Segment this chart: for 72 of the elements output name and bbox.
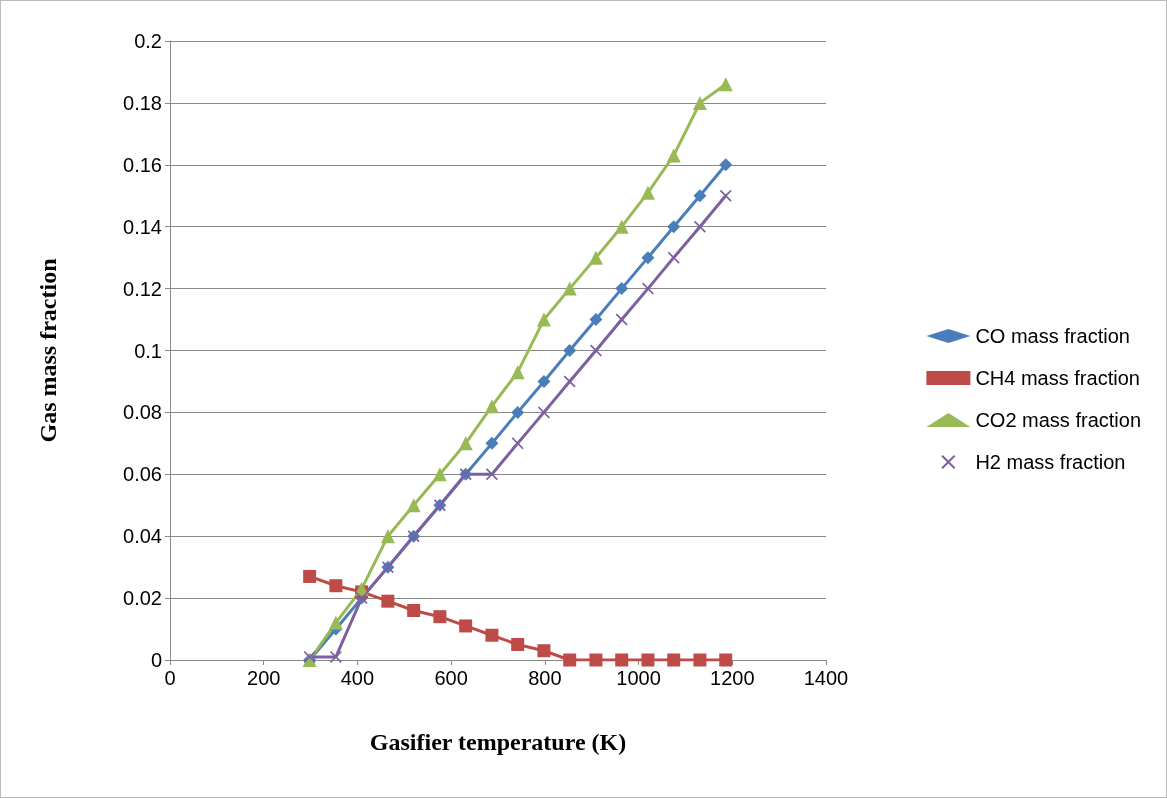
x-tick-label: 600 <box>434 667 468 689</box>
y-tick-label: 0.14 <box>123 215 162 238</box>
y-tick-label: 0.12 <box>123 277 162 300</box>
x-tick-label: 200 <box>247 667 281 689</box>
x-tick-label: 1000 <box>616 667 661 689</box>
legend-label: CO mass fraction <box>975 325 1130 347</box>
point <box>641 653 655 667</box>
point <box>719 653 733 667</box>
legend-label: H2 mass fraction <box>975 451 1126 473</box>
y-tick-label: 0.08 <box>123 401 162 424</box>
point <box>432 467 447 482</box>
y-axis-title: Gas mass fraction <box>35 258 61 443</box>
point <box>563 375 576 388</box>
point <box>485 628 499 642</box>
point <box>589 313 603 327</box>
y-tick-label: 0.02 <box>123 587 162 610</box>
y-tick-label: 0.06 <box>123 463 162 486</box>
legend-label: CH4 mass fraction <box>975 367 1140 389</box>
point <box>537 644 551 658</box>
y-tick-label: 0.04 <box>123 525 162 548</box>
point <box>641 251 655 265</box>
point <box>562 281 577 296</box>
y-tick-label: 0.2 <box>134 30 162 52</box>
y-tick-label: 0.1 <box>134 339 162 362</box>
point <box>459 619 473 633</box>
point <box>667 251 680 264</box>
point <box>667 220 681 234</box>
point <box>511 405 525 419</box>
x-axis-title: Gasifier temperature (K) <box>369 729 627 755</box>
point <box>380 529 395 544</box>
point <box>329 579 343 593</box>
point <box>485 436 499 450</box>
x-tick-label: 1200 <box>710 667 755 689</box>
x-tick-label: 0 <box>164 667 176 689</box>
point <box>615 653 629 667</box>
point <box>511 437 524 450</box>
point <box>615 313 628 326</box>
y-tick-label: 0.16 <box>123 153 162 176</box>
point <box>458 436 473 451</box>
point <box>407 603 421 617</box>
point <box>719 158 733 172</box>
point <box>588 250 603 265</box>
point <box>693 653 707 667</box>
point <box>718 77 733 92</box>
point <box>381 594 395 608</box>
point <box>406 498 421 513</box>
point <box>484 399 499 414</box>
point <box>537 374 551 388</box>
point <box>511 638 525 652</box>
point <box>303 569 317 583</box>
point <box>589 653 603 667</box>
x-tick-label: 800 <box>528 667 562 689</box>
point <box>563 653 577 667</box>
y-tick-label: 0 <box>150 649 162 671</box>
point <box>719 189 732 202</box>
point <box>615 282 629 296</box>
point <box>328 615 343 630</box>
point <box>692 95 707 110</box>
y-tick-label: 0.18 <box>123 91 162 114</box>
legend-label: CO2 mass fraction <box>975 409 1141 431</box>
point <box>510 365 525 380</box>
point <box>693 189 707 203</box>
point <box>666 148 681 163</box>
point <box>640 185 655 200</box>
point <box>667 653 681 667</box>
point <box>614 219 629 234</box>
point <box>536 312 551 327</box>
point <box>433 610 447 624</box>
point <box>329 650 342 663</box>
point <box>563 344 577 357</box>
x-tick-label: 400 <box>340 667 375 689</box>
x-tick-label: 1400 <box>803 667 849 689</box>
